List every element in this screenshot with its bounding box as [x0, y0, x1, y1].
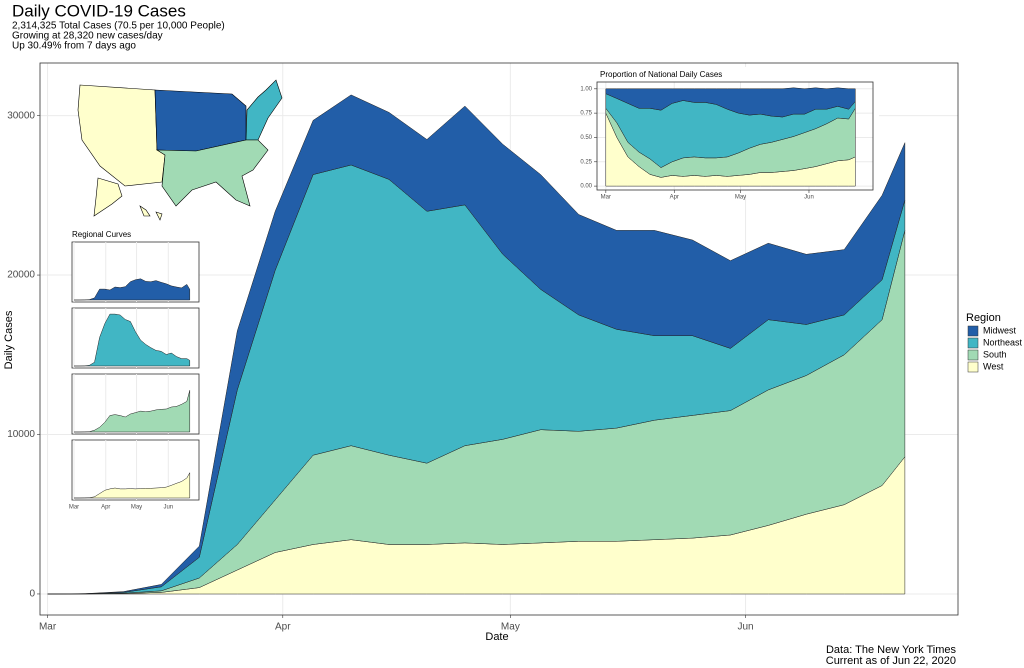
proportion-chart: 0.00 0.25 0.50 0.75 1.00 Mar Apr May Jun — [580, 81, 874, 201]
y-tick-label: 0.75 — [580, 111, 592, 117]
y-tick-label: 0.50 — [580, 135, 592, 141]
regional-curves: Mar Apr May Jun — [69, 241, 200, 511]
legend: Midwest Northeast South West — [967, 325, 1023, 373]
plot-border — [39, 62, 959, 616]
x-tick-label: Apr — [101, 505, 110, 511]
x-tick-label: Apr — [275, 622, 291, 633]
map-northeast — [245, 79, 283, 141]
area — [605, 87, 856, 118]
us-map — [77, 79, 283, 221]
y-axis-label: Daily Cases — [3, 310, 15, 369]
area — [74, 471, 191, 499]
x-tick-label: May — [131, 505, 142, 511]
subtitle: Growing at 28,320 new cases/day — [12, 31, 163, 42]
y-tick-label: 0.00 — [580, 184, 592, 190]
y-tick-label: 20000 — [7, 270, 35, 281]
area — [74, 313, 191, 367]
area — [74, 390, 191, 433]
legend-label: South — [983, 349, 1007, 359]
y-tick-label: 0.25 — [580, 159, 592, 165]
area — [47, 94, 906, 595]
y-tick-label: 1.00 — [580, 86, 592, 92]
inset-title: Proportion of National Daily Cases — [600, 70, 722, 79]
caption: Data: The New York Times — [826, 644, 957, 656]
x-tick-label: May — [735, 195, 746, 201]
areas — [605, 87, 856, 187]
y-tick-label: 10000 — [7, 429, 35, 440]
x-tick-label: Mar — [69, 505, 79, 511]
area — [74, 278, 191, 301]
y-tick-label: 0 — [29, 589, 35, 600]
subtitle: Up 30.49% from 7 days ago — [12, 41, 136, 52]
x-tick-label: Mar — [39, 622, 57, 633]
map-midwest — [154, 89, 247, 152]
x-tick-label: Jun — [738, 622, 754, 633]
legend-swatch — [967, 349, 979, 361]
legend-label: Midwest — [983, 325, 1017, 335]
legend-swatch — [967, 325, 979, 337]
y-tick-label: 30000 — [7, 110, 35, 121]
x-tick-label: Jun — [804, 195, 814, 201]
areas — [47, 94, 906, 595]
caption: Current as of Jun 22, 2020 — [826, 655, 956, 667]
chart-title: Daily COVID-19 Cases — [12, 1, 186, 20]
x-tick-label: Apr — [670, 195, 679, 201]
legend-title: Region — [966, 312, 1001, 324]
inset-title: Regional Curves — [72, 230, 131, 239]
x-tick-label: May — [501, 622, 520, 633]
map-hawaii — [139, 205, 151, 217]
map-hawaii — [155, 211, 163, 221]
map-alaska — [93, 177, 123, 217]
legend-swatch — [967, 361, 979, 373]
legend-label: West — [983, 361, 1004, 371]
x-axis-label: Date — [485, 631, 508, 643]
legend-swatch — [967, 337, 979, 349]
subtitle: 2,314,325 Total Cases (70.5 per 10,000 P… — [12, 21, 225, 32]
x-tick-label: Jun — [163, 505, 173, 511]
plot-border — [596, 81, 874, 191]
map-south — [155, 139, 269, 207]
x-tick-label: Mar — [601, 195, 611, 201]
legend-label: Northeast — [983, 337, 1023, 347]
